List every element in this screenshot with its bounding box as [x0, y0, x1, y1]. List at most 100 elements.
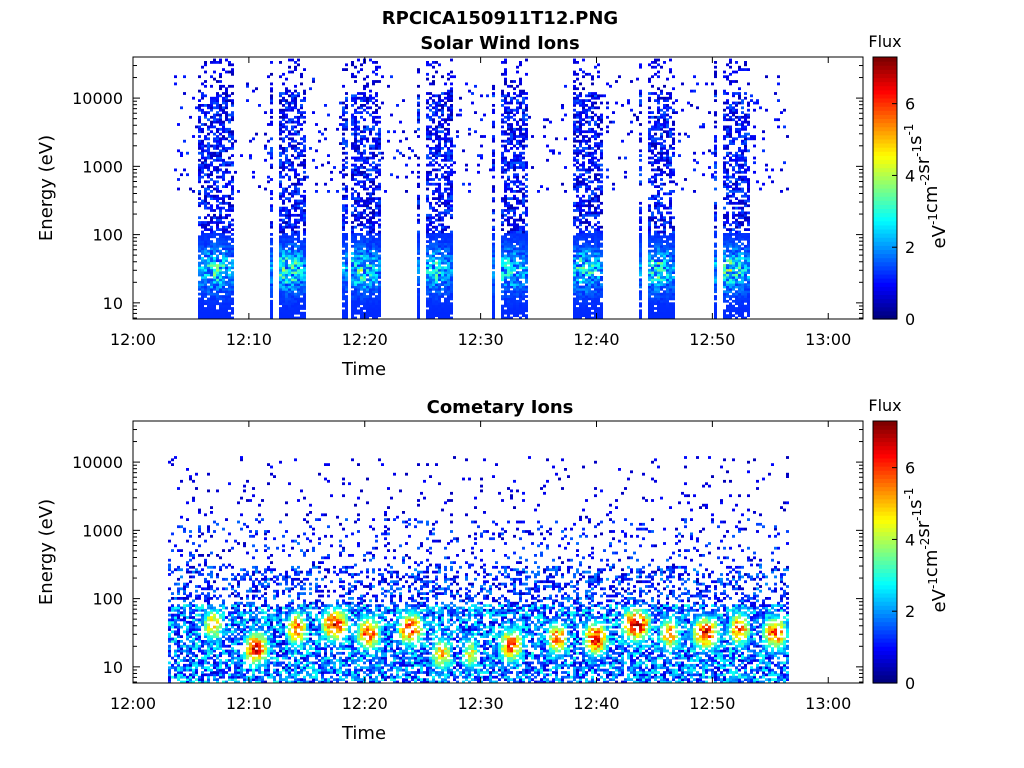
heatmap-cell [582, 256, 585, 260]
heatmap-cell [228, 273, 231, 277]
heatmap-cell [438, 163, 441, 167]
heatmap-cell [360, 213, 363, 217]
heatmap-cell [432, 237, 435, 241]
heatmap-cell [222, 216, 225, 220]
heatmap-cell [213, 314, 216, 317]
heatmap-cell [513, 223, 516, 227]
heatmap-cell [378, 115, 381, 119]
heatmap-cell [297, 130, 300, 134]
heatmap-cell [519, 61, 522, 64]
heatmap-cell [285, 127, 288, 131]
heatmap-cell [192, 135, 195, 138]
heatmap-cell [204, 70, 207, 74]
heatmap-cell [447, 290, 450, 294]
heatmap-cell [297, 276, 300, 279]
heatmap-cell [447, 280, 450, 284]
heatmap-cell [417, 304, 420, 308]
heatmap-cell [285, 271, 288, 274]
heatmap-cell [450, 237, 453, 241]
heatmap-cell [582, 252, 585, 255]
heatmap-cell [429, 213, 432, 217]
heatmap-cell [282, 137, 285, 141]
heatmap-cell [516, 290, 519, 294]
heatmap-cell [375, 233, 378, 236]
heatmap-cell [351, 261, 354, 265]
heatmap-cell [270, 283, 273, 286]
heatmap-cell [279, 309, 282, 313]
heatmap-cell [213, 180, 216, 184]
heatmap-cell [492, 154, 495, 157]
heatmap-cell [654, 161, 657, 165]
heatmap-cell [198, 316, 201, 320]
heatmap-cell [417, 120, 420, 124]
heatmap-cell [651, 127, 654, 131]
heatmap-cell [654, 247, 657, 251]
heatmap-cell [561, 118, 564, 122]
heatmap-cell [519, 190, 522, 193]
heatmap-cell [372, 285, 375, 289]
heatmap-cell [279, 247, 282, 251]
heatmap-cell [660, 197, 663, 200]
heatmap-cell [351, 213, 354, 217]
heatmap-cell [591, 285, 594, 289]
heatmap-cell [597, 185, 600, 188]
heatmap-cell [492, 242, 495, 246]
heatmap-cell [651, 237, 654, 241]
heatmap-cell [285, 252, 288, 255]
heatmap-cell [585, 302, 588, 306]
heatmap-cell [378, 273, 381, 277]
heatmap-cell [582, 271, 585, 274]
heatmap-cell [210, 84, 213, 88]
heatmap-cell [591, 311, 594, 315]
heatmap-cell [447, 154, 450, 157]
heatmap-cell [573, 144, 576, 148]
heatmap-cell [447, 278, 450, 282]
heatmap-cell [369, 192, 372, 196]
heatmap-cell [372, 216, 375, 220]
heatmap-cell [222, 304, 225, 308]
heatmap-cell [579, 115, 582, 119]
heatmap-cell [585, 309, 588, 313]
heatmap-cell [201, 142, 204, 145]
heatmap-cell [588, 311, 591, 315]
heatmap-cell [657, 299, 660, 303]
heatmap-cell [573, 209, 576, 212]
heatmap-cell [198, 175, 201, 179]
heatmap-cell [441, 137, 444, 141]
heatmap-cell [198, 235, 201, 239]
heatmap-cell [591, 276, 594, 279]
heatmap-cell [501, 89, 504, 93]
heatmap-cell [285, 221, 288, 224]
heatmap-cell [660, 187, 663, 191]
heatmap-cell [519, 154, 522, 157]
heatmap-cell [444, 120, 447, 124]
heatmap-cell [291, 244, 294, 248]
heatmap-cell [441, 287, 444, 291]
heatmap-cell [231, 252, 234, 255]
heatmap-cell [363, 182, 366, 186]
heatmap-cell [366, 285, 369, 289]
heatmap-cell [660, 252, 663, 255]
heatmap-cell [504, 271, 507, 274]
heatmap-cell [231, 223, 234, 227]
heatmap-cell [228, 99, 231, 102]
heatmap-cell [429, 178, 432, 181]
heatmap-cell [507, 287, 510, 291]
heatmap-cell [576, 290, 579, 294]
heatmap-cell [369, 285, 372, 289]
heatmap-cell [576, 244, 579, 248]
heatmap-cell [441, 111, 444, 114]
heatmap-cell [213, 115, 216, 119]
heatmap-cell [504, 149, 507, 153]
panel-title: Solar Wind Ions [420, 33, 579, 54]
heatmap-cell [186, 151, 189, 155]
heatmap-cell [375, 92, 378, 95]
heatmap-cell [417, 156, 420, 160]
heatmap-cell [507, 233, 510, 236]
heatmap-cell [426, 278, 429, 282]
heatmap-cell [288, 278, 291, 282]
heatmap-cell [444, 127, 447, 131]
heatmap-cell [585, 211, 588, 215]
heatmap-cell [429, 244, 432, 248]
heatmap-cell [651, 149, 654, 153]
